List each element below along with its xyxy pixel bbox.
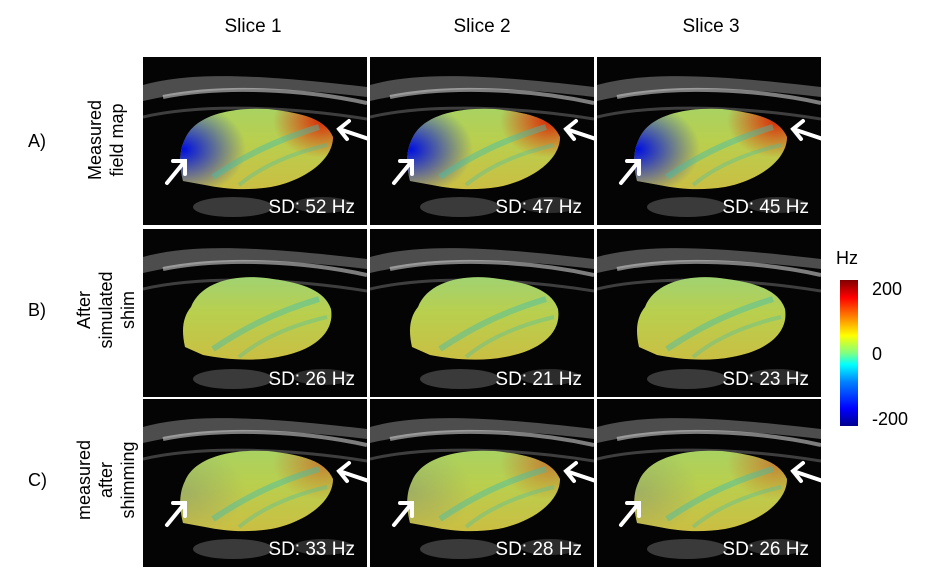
sd-label: SD: 28 Hz — [495, 539, 582, 560]
field-map-image — [597, 76, 821, 217]
row-label-b-line-1: After — [74, 291, 94, 330]
column-title-slice-2: Slice 2 — [453, 16, 511, 37]
arrow-icon — [619, 159, 641, 185]
panel-a-slice-3: SD: 45 Hz — [597, 57, 821, 225]
arrow-icon — [619, 501, 641, 527]
row-letter-b: B) — [28, 300, 46, 320]
field-map-image — [143, 248, 367, 389]
sd-label: SD: 26 Hz — [268, 369, 355, 390]
colorbar — [840, 280, 858, 426]
row-letter-c: C) — [28, 470, 47, 490]
colorbar-min-label: -200 — [872, 409, 909, 429]
arrow-icon — [563, 119, 594, 141]
sd-label: SD: 47 Hz — [495, 197, 582, 218]
panel-c-slice-1: SD: 33 Hz — [143, 399, 367, 567]
arrow-icon — [392, 501, 414, 527]
panel-b-slice-3: SD: 23 Hz — [597, 229, 821, 397]
field-map-image — [370, 76, 594, 217]
panel-b-slice-2: SD: 21 Hz — [370, 229, 594, 397]
arrow-icon — [790, 119, 821, 141]
colorbar-mid-label: 0 — [872, 344, 883, 364]
field-map-image — [143, 418, 367, 559]
panel-c-slice-3: SD: 26 Hz — [597, 399, 821, 567]
row-letter-a: A) — [28, 131, 46, 151]
panel-a-slice-2: SD: 47 Hz — [370, 57, 594, 225]
row-label-a: Measured field map — [84, 60, 128, 220]
arrow-icon — [165, 501, 187, 527]
row-label-a-line-2: field map — [107, 103, 127, 177]
field-map-image — [370, 248, 594, 389]
sd-label: SD: 45 Hz — [722, 197, 809, 218]
field-map-image — [370, 418, 594, 559]
arrow-icon — [165, 159, 187, 185]
field-map-image — [597, 248, 821, 389]
arrow-icon — [336, 119, 367, 141]
sd-label: SD: 23 Hz — [722, 369, 809, 390]
field-map-image — [143, 76, 367, 217]
sd-label: SD: 52 Hz — [268, 197, 355, 218]
panel-c-slice-2: SD: 28 Hz — [370, 399, 594, 567]
column-title-slice-1: Slice 1 — [224, 16, 282, 37]
row-label-b: After simulated shim — [73, 230, 139, 390]
arrow-icon — [790, 461, 821, 483]
column-title-slice-3: Slice 3 — [682, 16, 740, 37]
field-map-image — [597, 418, 821, 559]
panel-b-slice-1: SD: 26 Hz — [143, 229, 367, 397]
row-label-c: measured after shimming — [73, 400, 139, 560]
colorbar-max-label: 200 — [872, 279, 903, 299]
colorbar-unit: Hz — [836, 248, 858, 268]
row-label-b-line-3: shim — [118, 291, 138, 330]
sd-label: SD: 33 Hz — [268, 539, 355, 560]
arrow-icon — [336, 461, 367, 483]
panel-a-slice-1: SD: 52 Hz — [143, 57, 367, 225]
row-label-c-line-2: after — [96, 461, 116, 499]
row-label-c-line-1: measured — [74, 439, 94, 521]
sd-label: SD: 21 Hz — [495, 369, 582, 390]
arrow-icon — [563, 461, 594, 483]
row-label-a-line-1: Measured — [85, 99, 105, 181]
row-label-b-line-2: simulated — [96, 271, 116, 349]
row-label-c-line-3: shimming — [118, 441, 138, 519]
arrow-icon — [392, 159, 414, 185]
sd-label: SD: 26 Hz — [722, 539, 809, 560]
